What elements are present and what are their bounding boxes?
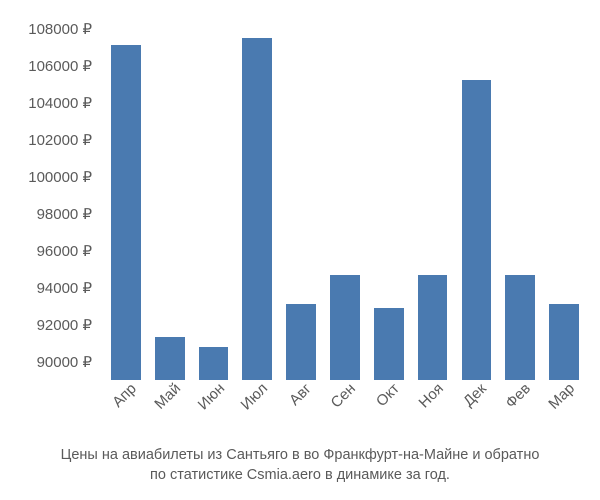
x-tick-label: Фев (503, 380, 535, 412)
y-tick-label: 110000 ₽ (29, 0, 92, 1)
bar-slot (192, 10, 236, 380)
x-tick-slot: Мар (542, 382, 586, 442)
y-tick-label: 90000 ₽ (37, 353, 92, 371)
x-tick-slot: Авг (279, 382, 323, 442)
x-tick-slot: Фев (498, 382, 542, 442)
x-tick-slot: Май (148, 382, 192, 442)
caption-line-2: по статистике Csmia.aero в динамике за г… (0, 465, 600, 485)
y-tick-label: 94000 ₽ (37, 279, 92, 297)
bar-slot (323, 10, 367, 380)
x-tick-label: Дек (460, 380, 490, 410)
x-tick-label: Авг (286, 380, 315, 409)
x-tick-slot: Июл (235, 382, 279, 442)
bars-container (100, 10, 590, 380)
bar-slot (235, 10, 279, 380)
bar (549, 304, 579, 380)
bar (155, 337, 185, 380)
x-tick-label: Ноя (415, 380, 446, 411)
x-tick-label: Май (151, 380, 184, 413)
bar (330, 275, 360, 380)
x-tick-label: Окт (373, 380, 403, 410)
bar (111, 45, 141, 380)
bar (199, 347, 229, 380)
bar-slot (455, 10, 499, 380)
bar-slot (104, 10, 148, 380)
y-tick-label: 108000 ₽ (28, 20, 92, 38)
chart-caption: Цены на авиабилеты из Сантьяго в во Фран… (0, 445, 600, 486)
bar (242, 38, 272, 380)
bar-slot (367, 10, 411, 380)
bar (418, 275, 448, 380)
y-tick-label: 92000 ₽ (37, 316, 92, 334)
bar-slot (148, 10, 192, 380)
y-axis: 90000 ₽ 92000 ₽ 94000 ₽ 96000 ₽ 98000 ₽ 10000… (0, 10, 100, 380)
x-tick-slot: Июн (192, 382, 236, 442)
y-tick-label: 100000 ₽ (28, 168, 92, 186)
bar-slot (542, 10, 586, 380)
bar-slot (279, 10, 323, 380)
y-tick-label: 106000 ₽ (28, 57, 92, 75)
x-tick-slot: Апр (104, 382, 148, 442)
x-tick-label: Июн (194, 380, 227, 413)
caption-line-1: Цены на авиабилеты из Сантьяго в во Фран… (0, 445, 600, 465)
x-tick-slot: Ноя (411, 382, 455, 442)
x-tick-slot: Окт (367, 382, 411, 442)
x-tick-slot: Дек (455, 382, 499, 442)
bar-slot (498, 10, 542, 380)
y-tick-label: 104000 ₽ (28, 94, 92, 112)
x-tick-label: Апр (109, 380, 140, 411)
y-tick-label: 102000 ₽ (28, 131, 92, 149)
bar-slot (411, 10, 455, 380)
bar (462, 80, 492, 380)
x-tick-label: Июл (238, 380, 272, 414)
bar (505, 275, 535, 380)
x-axis: Апр Май Июн Июл Авг Сен Окт Ноя Дек Фев Мар (100, 382, 590, 442)
bar (374, 308, 404, 380)
x-tick-label: Сен (327, 380, 358, 411)
y-tick-label: 96000 ₽ (37, 242, 92, 260)
x-tick-label: Мар (545, 380, 578, 413)
y-tick-label: 98000 ₽ (37, 205, 92, 223)
price-chart: 90000 ₽ 92000 ₽ 94000 ₽ 96000 ₽ 98000 ₽ 10000… (0, 0, 600, 500)
x-tick-slot: Сен (323, 382, 367, 442)
bar (286, 304, 316, 380)
plot-area (100, 10, 590, 380)
